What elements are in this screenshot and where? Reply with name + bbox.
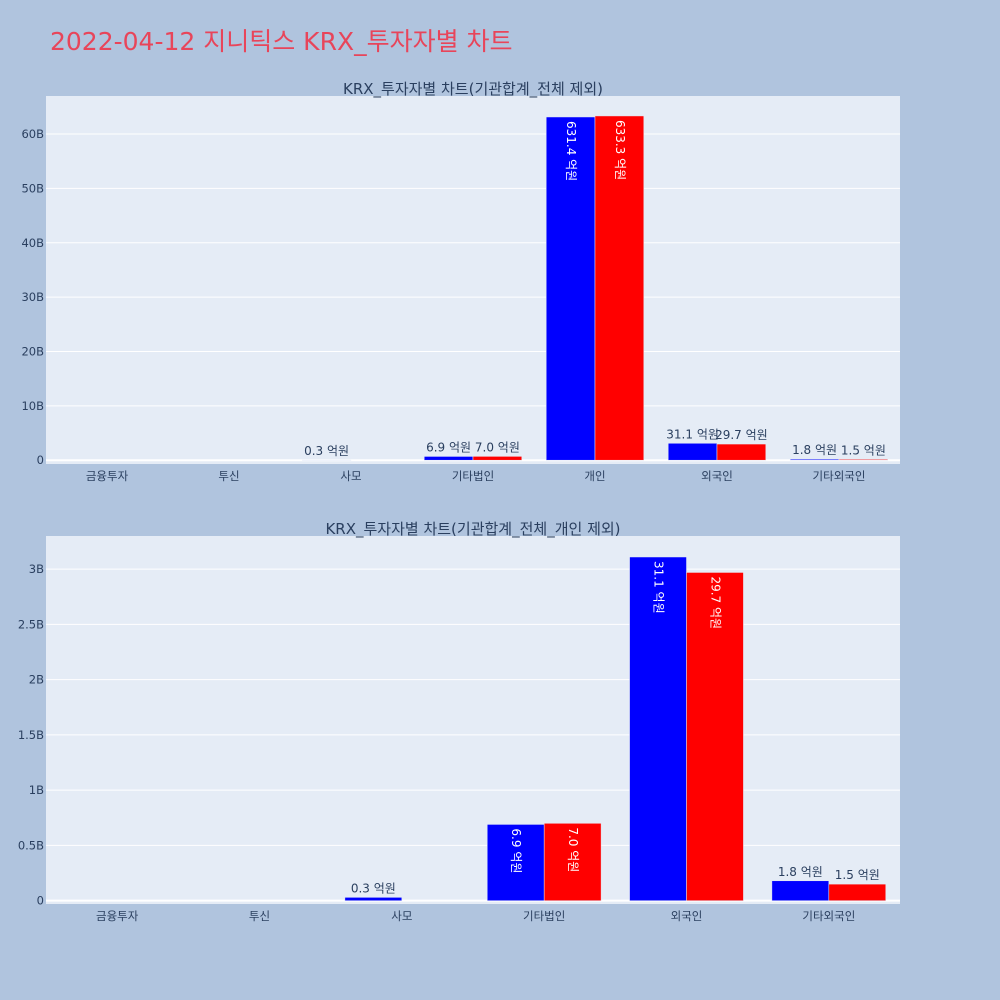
y-tick-label: 20B <box>21 344 44 358</box>
x-tick-label: 투신 <box>218 469 239 483</box>
bar <box>789 458 840 461</box>
y-tick-label: 0 <box>37 453 44 467</box>
data-label: 0.3 억원 <box>304 444 349 458</box>
y-tick-label: 60B <box>21 127 44 141</box>
data-label: 7.0 억원 <box>566 827 580 872</box>
bar <box>667 443 718 461</box>
chart-bottom: KRX_투자자별 차트(기관합계_전체_개인 제외) 0 0.5B 1B 1.5B 2B 2… <box>18 520 900 923</box>
bar <box>629 556 687 901</box>
bar <box>828 883 887 901</box>
y-tick-label: 40B <box>21 236 44 250</box>
data-label: 633.3 억원 <box>613 120 627 180</box>
x-tick-label: 사모 <box>391 909 412 923</box>
chart-title: KRX_투자자별 차트(기관합계_전체_개인 제외) <box>325 520 620 539</box>
bar <box>472 456 523 461</box>
bar <box>771 880 830 901</box>
bar <box>344 897 403 901</box>
chart-title: KRX_투자자별 차트(기관합계_전체 제외) <box>343 80 603 99</box>
bar <box>594 115 645 461</box>
data-label: 0.3 억원 <box>351 881 396 895</box>
data-label: 29.7 억원 <box>715 428 768 442</box>
data-label: 1.8 억원 <box>778 865 823 879</box>
x-tick-label: 기타외국인 <box>802 909 855 923</box>
y-tick-label: 10B <box>21 399 44 413</box>
data-label: 29.7 억원 <box>708 576 722 629</box>
page-title: 2022-04-12 지니틱스 KRX_투자자별 차트 <box>50 27 513 56</box>
x-tick-label: 금융투자 <box>96 909 139 923</box>
x-tick-label: 외국인 <box>701 469 733 483</box>
plot-background <box>46 536 900 904</box>
x-tick-label: 투신 <box>249 909 270 923</box>
x-tick-label: 사모 <box>340 469 361 483</box>
x-tick-label: 기타법인 <box>523 909 565 923</box>
plot-background <box>46 96 900 464</box>
y-tick-label: 2B <box>29 673 44 687</box>
bar <box>423 456 474 461</box>
chart-top: KRX_투자자별 차트(기관합계_전체 제외) 0 10B 20B 30B 40B 50B 6… <box>21 80 900 483</box>
data-label: 1.5 억원 <box>841 443 886 457</box>
x-tick-label: 금융투자 <box>86 469 129 483</box>
data-label: 31.1 억원 <box>666 427 719 441</box>
y-tick-label: 1B <box>29 783 44 797</box>
data-label: 631.4 억원 <box>564 121 578 181</box>
y-tick-label: 0.5B <box>18 838 44 852</box>
x-tick-label: 외국인 <box>671 909 703 923</box>
y-tick-label: 3B <box>29 562 44 576</box>
y-tick-label: 30B <box>21 290 44 304</box>
y-tick-label: 1.5B <box>18 728 44 742</box>
y-tick-label: 50B <box>21 181 44 195</box>
data-label: 7.0 억원 <box>475 440 520 454</box>
bar <box>838 459 889 461</box>
data-label: 6.9 억원 <box>509 828 523 873</box>
data-label: 1.8 억원 <box>792 443 837 457</box>
y-tick-label: 2.5B <box>18 617 44 631</box>
x-tick-label: 개인 <box>584 469 605 483</box>
data-label: 1.5 억원 <box>835 868 880 882</box>
bar <box>543 823 602 901</box>
bar <box>545 116 596 461</box>
bar <box>716 443 767 461</box>
x-tick-label: 기타외국인 <box>813 469 866 483</box>
x-tick-label: 기타법인 <box>452 469 494 483</box>
bar <box>486 824 545 901</box>
y-tick-label: 0 <box>37 894 44 908</box>
data-label: 31.1 억원 <box>652 561 666 614</box>
data-label: 6.9 억원 <box>426 440 471 454</box>
bar <box>686 572 744 901</box>
